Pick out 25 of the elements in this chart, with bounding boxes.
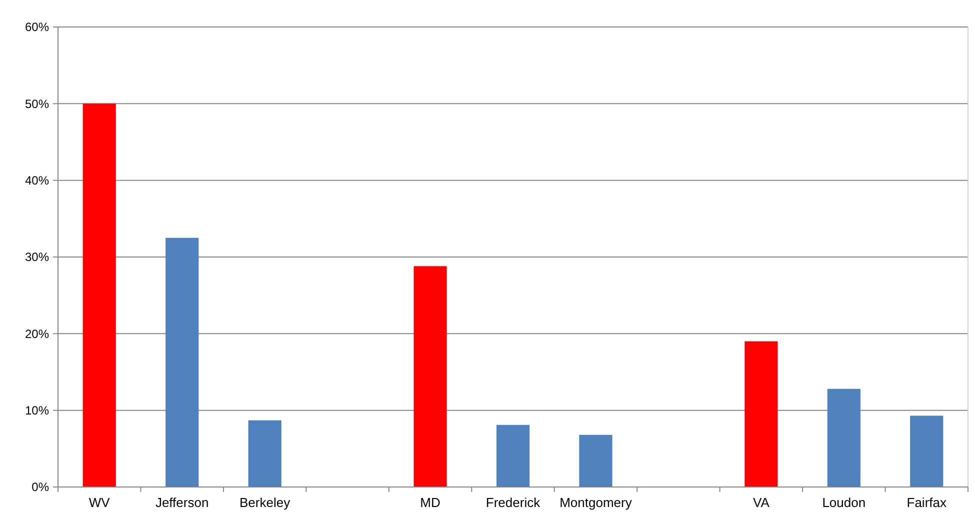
bar xyxy=(414,266,447,487)
bar xyxy=(910,416,944,487)
x-tick-label: WV xyxy=(88,495,110,510)
x-tick-label: Loudon xyxy=(822,495,866,510)
y-tick-label: 40% xyxy=(24,174,50,188)
y-tick-label: 0% xyxy=(32,480,50,494)
y-tick-label: 30% xyxy=(24,250,50,264)
x-tick-label: Frederick xyxy=(486,495,541,510)
bar xyxy=(744,341,778,487)
bar xyxy=(248,420,282,487)
y-tick-label: 60% xyxy=(24,20,50,34)
bar xyxy=(827,388,860,487)
bar xyxy=(166,238,199,487)
y-tick-label: 20% xyxy=(24,326,50,341)
y-tick-label: 10% xyxy=(24,404,50,418)
bar xyxy=(82,104,116,487)
x-tick-label: VA xyxy=(752,495,770,510)
x-tick-label: MD xyxy=(420,495,440,510)
x-tick-label: Fairfax xyxy=(906,495,947,510)
x-tick-label: Berkeley xyxy=(240,495,291,510)
x-tick-label: Jefferson xyxy=(155,495,209,510)
y-tick-label: 50% xyxy=(24,96,50,111)
x-tick-label: Montgomery xyxy=(560,495,632,510)
bar xyxy=(579,434,612,487)
bar xyxy=(496,424,530,487)
